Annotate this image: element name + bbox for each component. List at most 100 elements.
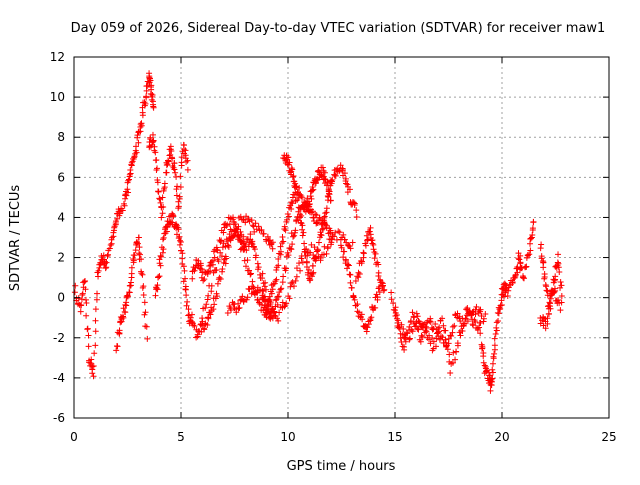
data-point xyxy=(243,296,250,303)
data-point xyxy=(530,218,537,225)
data-point xyxy=(120,313,127,320)
data-point xyxy=(406,335,413,342)
data-point xyxy=(205,292,212,299)
data-point xyxy=(191,267,198,274)
data-point xyxy=(82,286,89,293)
data-point xyxy=(312,180,319,187)
data-point xyxy=(327,229,334,236)
data-point xyxy=(78,302,85,309)
data-point xyxy=(388,289,395,296)
data-point xyxy=(362,242,369,249)
data-point xyxy=(268,305,275,312)
data-point xyxy=(493,324,500,331)
data-point xyxy=(110,233,117,240)
data-point xyxy=(225,244,232,251)
data-point xyxy=(217,276,224,283)
data-point xyxy=(88,356,95,363)
data-point xyxy=(233,226,240,233)
data-point xyxy=(439,315,446,322)
data-point xyxy=(219,244,226,251)
data-point xyxy=(232,227,239,234)
data-point xyxy=(344,181,351,188)
data-point xyxy=(517,259,524,266)
data-point xyxy=(268,240,275,247)
data-point xyxy=(160,236,167,243)
data-point xyxy=(157,262,164,269)
data-point xyxy=(153,285,160,292)
data-point xyxy=(180,263,187,270)
data-point xyxy=(457,332,464,339)
data-point xyxy=(392,304,399,311)
data-point xyxy=(310,269,317,276)
data-point xyxy=(220,240,227,247)
data-point xyxy=(432,321,439,328)
data-point xyxy=(464,318,471,325)
data-point xyxy=(555,251,562,258)
data-point xyxy=(489,366,496,373)
data-point xyxy=(516,256,523,263)
data-point xyxy=(352,278,359,285)
data-point xyxy=(321,213,328,220)
data-point xyxy=(509,280,516,287)
data-point xyxy=(327,197,334,204)
data-point xyxy=(279,233,286,240)
data-point xyxy=(314,246,321,253)
data-point xyxy=(207,311,214,318)
data-point xyxy=(396,324,403,331)
data-point xyxy=(296,260,303,267)
data-point xyxy=(131,252,138,259)
x-tick-label: 10 xyxy=(280,430,295,444)
data-point xyxy=(258,226,265,233)
data-point xyxy=(329,233,336,240)
data-point xyxy=(117,319,124,326)
data-point xyxy=(327,236,334,243)
data-point xyxy=(364,324,371,331)
data-point xyxy=(169,212,176,219)
data-point xyxy=(85,343,92,350)
data-point xyxy=(557,284,564,291)
data-point xyxy=(322,210,329,217)
data-point xyxy=(173,192,180,199)
data-point xyxy=(491,335,498,342)
data-point xyxy=(152,149,159,156)
data-point xyxy=(89,363,96,370)
data-point xyxy=(439,334,446,341)
data-point xyxy=(302,248,309,255)
data-point xyxy=(185,306,192,313)
data-point xyxy=(461,320,468,327)
data-point xyxy=(207,268,214,275)
data-point xyxy=(558,282,565,289)
data-point xyxy=(176,233,183,240)
data-point xyxy=(159,249,166,256)
data-point xyxy=(271,309,278,316)
data-point xyxy=(295,204,302,211)
data-point xyxy=(342,256,349,263)
data-point xyxy=(236,304,243,311)
data-point xyxy=(551,288,558,295)
data-point xyxy=(292,180,299,187)
data-point xyxy=(260,230,267,237)
data-point xyxy=(353,213,360,220)
data-point xyxy=(269,239,276,246)
data-point xyxy=(135,139,142,146)
data-point xyxy=(555,296,562,303)
data-point xyxy=(527,247,534,254)
y-tick-label: 0 xyxy=(57,291,65,305)
data-point xyxy=(133,239,140,246)
data-point xyxy=(154,282,161,289)
data-point xyxy=(320,225,327,232)
data-point xyxy=(77,308,84,315)
data-point xyxy=(289,173,296,180)
data-point xyxy=(191,322,198,329)
data-point xyxy=(155,273,162,280)
grid xyxy=(74,57,609,418)
data-point xyxy=(427,318,434,325)
data-point xyxy=(477,330,484,337)
data-point xyxy=(423,325,430,332)
data-point xyxy=(489,375,496,382)
data-point xyxy=(558,292,565,299)
data-point xyxy=(375,285,382,292)
data-point xyxy=(505,287,512,294)
data-point xyxy=(94,290,101,297)
